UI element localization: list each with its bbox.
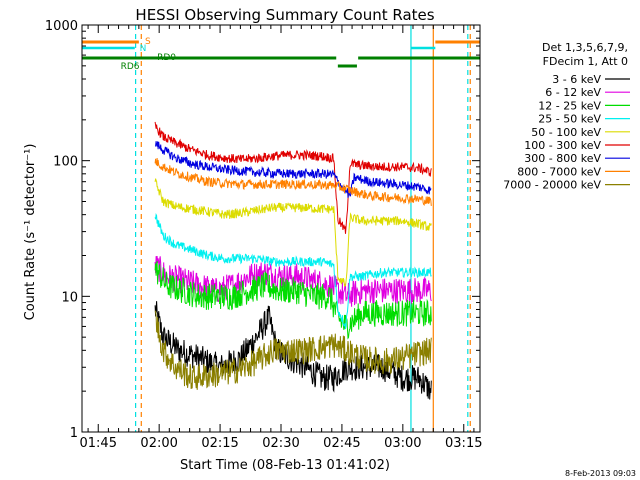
y-tick-label-3: 1000 (45, 19, 78, 34)
x-tick-label-6: 03:15 (445, 436, 482, 451)
legend-header-1: Det 1,3,5,6,7,9, (542, 41, 628, 54)
footer-timestamp: 8-Feb-2013 09:03 (565, 469, 636, 478)
annotation-rd6: RD6 (121, 62, 140, 72)
chart-title: HESSI Observing Summary Count Rates (135, 6, 434, 24)
y-tick-label-1: 10 (61, 290, 78, 305)
series-line-2 (154, 261, 432, 340)
annotation-s: S (145, 37, 151, 47)
series-lines (154, 121, 432, 400)
legend-label-2: 12 - 25 keV (538, 99, 601, 112)
series-line-4 (154, 178, 432, 287)
legend-label-0: 3 - 6 keV (552, 73, 601, 86)
legend-label-4: 50 - 100 keV (531, 126, 601, 139)
x-tick-label-4: 02:45 (323, 436, 360, 451)
legend-label-8: 7000 - 20000 keV (503, 179, 601, 192)
y-tick-label-2: 100 (53, 155, 78, 170)
series-line-3 (154, 212, 432, 330)
annotation-rd0: RD0 (157, 53, 176, 63)
legend-label-1: 6 - 12 keV (545, 86, 601, 99)
legend-label-5: 100 - 300 keV (524, 139, 601, 152)
x-axis-label: Start Time (08-Feb-13 01:41:02) (180, 458, 390, 473)
x-tick-label-2: 02:15 (201, 436, 238, 451)
x-tick-label-5: 03:00 (384, 436, 421, 451)
x-tick-label-0: 01:45 (80, 436, 117, 451)
legend-header-2: FDecim 1, Att 0 (543, 55, 628, 68)
legend-label-3: 25 - 50 keV (538, 113, 601, 126)
legend-label-7: 800 - 7000 keV (517, 165, 601, 178)
y-tick-label-0: 1 (70, 426, 78, 441)
series-line-8 (154, 310, 432, 390)
series-line-7 (154, 157, 432, 206)
axes: 1 10 100 1000 01:45 02:00 02:15 02:30 02:45 03:00… (45, 19, 483, 451)
legend: Det 1,3,5,6,7,9, FDecim 1, Att 0 3 - 6 k… (503, 41, 630, 192)
x-tick-label-1: 02:00 (140, 436, 177, 451)
y-axis-label: Count Rate (s⁻¹ detector⁻¹) (23, 144, 38, 321)
x-tick-label-3: 02:30 (262, 436, 299, 451)
annotation-n: N (140, 44, 147, 54)
series-line-0 (154, 301, 432, 400)
plot-background (135, 25, 471, 432)
series-line-5 (154, 121, 432, 234)
series-line-6 (155, 141, 432, 198)
legend-label-6: 300 - 800 keV (524, 152, 601, 165)
